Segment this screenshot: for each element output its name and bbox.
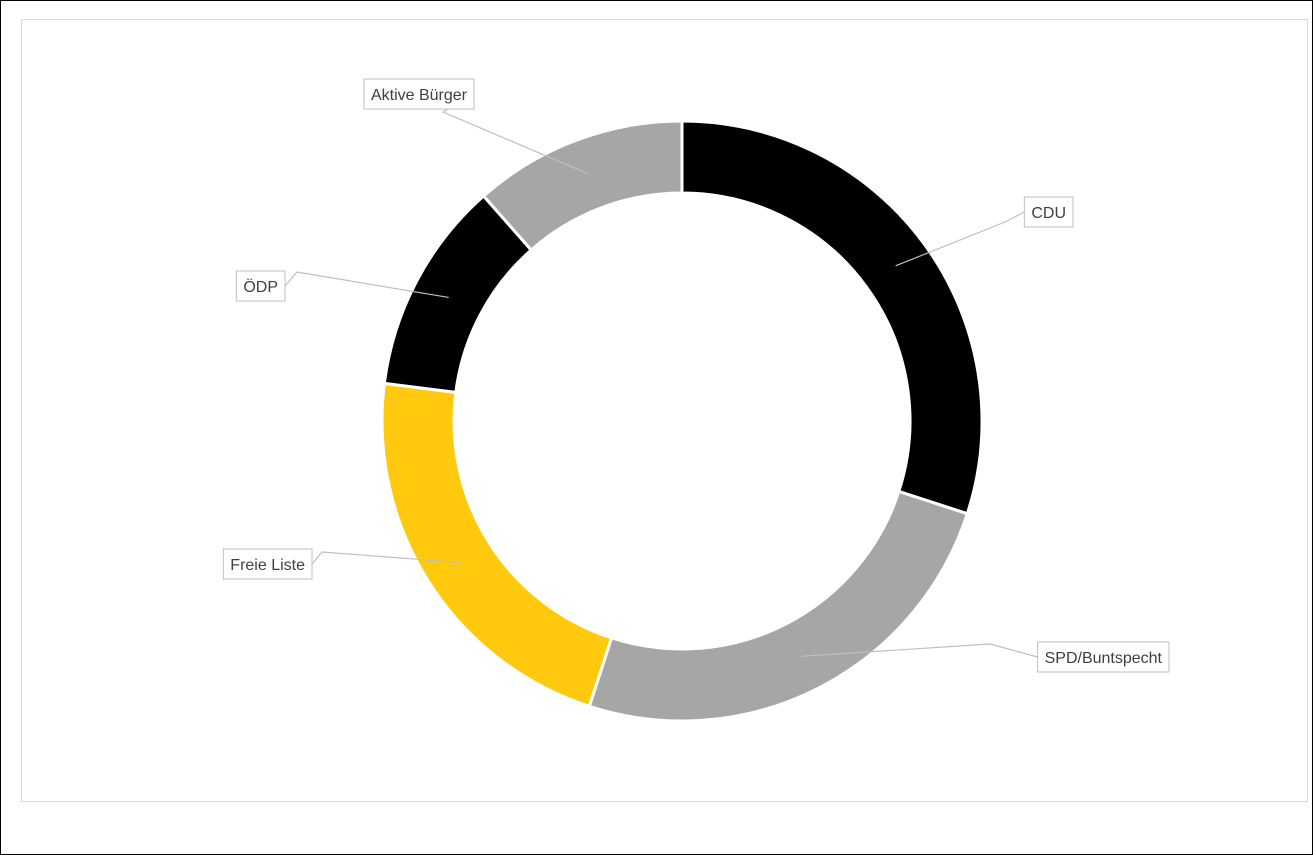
doughnut-slices [380,119,984,723]
data-labels: CDU SPD/Buntspecht Freie Liste ÖDP Aktive Bü… [222,78,1170,673]
label-leader-lines [284,93,1038,658]
slice-cdu [680,119,984,516]
data-label-freie-liste: Freie Liste [230,557,305,574]
data-label-box-cdu [1023,196,1074,228]
leader-line-spd-buntspecht [801,643,1038,658]
data-label-box-spd-buntspecht [1037,641,1170,673]
data-label-spd-buntspecht: SPD/Buntspecht [1045,650,1163,667]
leader-line-cdu [895,211,1025,267]
data-label-box-aktive-burger [363,78,475,110]
slice-spd-buntspecht [587,489,970,723]
leader-line-freie-liste [311,551,460,565]
data-label-aktive-burger: Aktive Bürger [371,87,468,104]
data-label-cdu: CDU [1031,205,1066,222]
slice-aktive-burger [481,119,684,253]
slice-freie-liste [380,381,614,709]
data-label-box-freie-liste [222,548,313,580]
data-label-odp: ÖDP [243,278,278,296]
data-label-box-odp [235,270,286,302]
leader-line-odp [284,271,449,299]
